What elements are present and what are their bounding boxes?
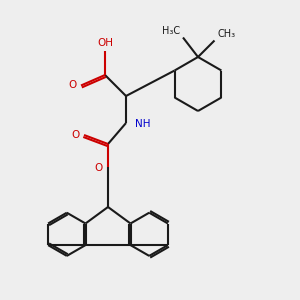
Text: NH: NH — [135, 119, 150, 130]
Text: OH: OH — [97, 38, 113, 49]
Text: CH₃: CH₃ — [218, 29, 236, 39]
Text: H₃C: H₃C — [162, 26, 180, 36]
Text: O: O — [71, 130, 80, 140]
Text: O: O — [94, 163, 103, 173]
Text: O: O — [68, 80, 77, 91]
